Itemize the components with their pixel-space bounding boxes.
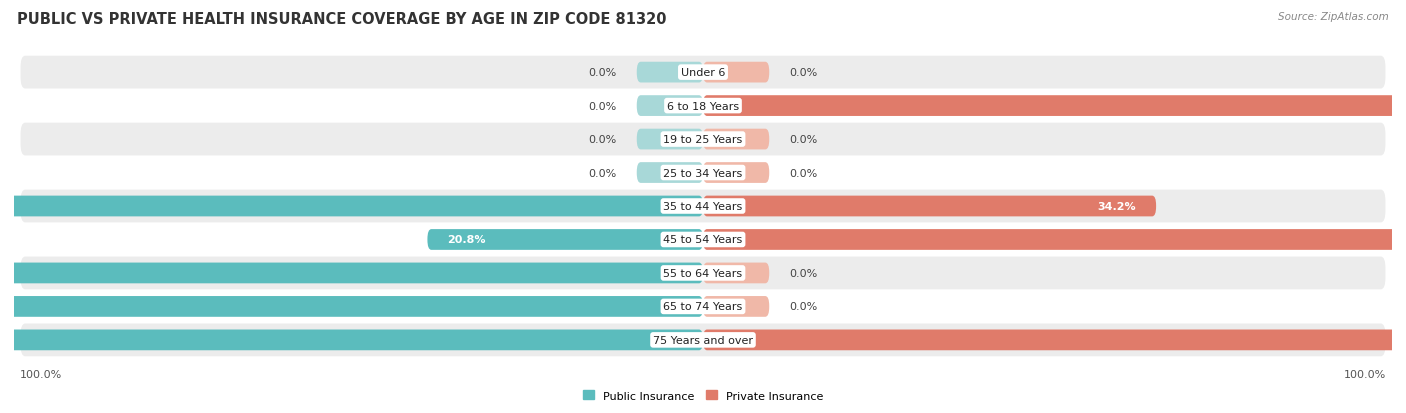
Text: 0.0%: 0.0% bbox=[789, 135, 817, 145]
FancyBboxPatch shape bbox=[637, 163, 703, 183]
FancyBboxPatch shape bbox=[21, 190, 1385, 223]
FancyBboxPatch shape bbox=[21, 90, 1385, 123]
FancyBboxPatch shape bbox=[21, 223, 1385, 256]
Text: 0.0%: 0.0% bbox=[789, 168, 817, 178]
Text: 0.0%: 0.0% bbox=[789, 68, 817, 78]
Text: 55 to 64 Years: 55 to 64 Years bbox=[664, 268, 742, 278]
FancyBboxPatch shape bbox=[637, 129, 703, 150]
Text: 25 to 34 Years: 25 to 34 Years bbox=[664, 168, 742, 178]
FancyBboxPatch shape bbox=[703, 129, 769, 150]
FancyBboxPatch shape bbox=[21, 324, 1385, 356]
FancyBboxPatch shape bbox=[0, 296, 703, 317]
Text: 0.0%: 0.0% bbox=[589, 135, 617, 145]
FancyBboxPatch shape bbox=[703, 96, 1406, 117]
FancyBboxPatch shape bbox=[21, 123, 1385, 156]
Text: 0.0%: 0.0% bbox=[789, 268, 817, 278]
FancyBboxPatch shape bbox=[21, 57, 1385, 89]
Legend: Public Insurance, Private Insurance: Public Insurance, Private Insurance bbox=[579, 386, 827, 405]
Text: Source: ZipAtlas.com: Source: ZipAtlas.com bbox=[1278, 12, 1389, 22]
Text: Under 6: Under 6 bbox=[681, 68, 725, 78]
FancyBboxPatch shape bbox=[21, 257, 1385, 290]
FancyBboxPatch shape bbox=[0, 196, 703, 217]
Text: 35 to 44 Years: 35 to 44 Years bbox=[664, 202, 742, 211]
Text: 20.8%: 20.8% bbox=[447, 235, 486, 245]
FancyBboxPatch shape bbox=[21, 157, 1385, 190]
Text: 45 to 54 Years: 45 to 54 Years bbox=[664, 235, 742, 245]
FancyBboxPatch shape bbox=[703, 296, 769, 317]
FancyBboxPatch shape bbox=[637, 63, 703, 83]
Text: 0.0%: 0.0% bbox=[589, 101, 617, 112]
FancyBboxPatch shape bbox=[703, 163, 769, 183]
Text: 6 to 18 Years: 6 to 18 Years bbox=[666, 101, 740, 112]
Text: 34.2%: 34.2% bbox=[1098, 202, 1136, 211]
Text: PUBLIC VS PRIVATE HEALTH INSURANCE COVERAGE BY AGE IN ZIP CODE 81320: PUBLIC VS PRIVATE HEALTH INSURANCE COVER… bbox=[17, 12, 666, 27]
Text: 19 to 25 Years: 19 to 25 Years bbox=[664, 135, 742, 145]
Text: 0.0%: 0.0% bbox=[589, 168, 617, 178]
FancyBboxPatch shape bbox=[703, 196, 1156, 217]
Text: 65 to 74 Years: 65 to 74 Years bbox=[664, 301, 742, 312]
FancyBboxPatch shape bbox=[0, 330, 703, 350]
FancyBboxPatch shape bbox=[703, 263, 769, 284]
FancyBboxPatch shape bbox=[0, 263, 703, 284]
Text: 0.0%: 0.0% bbox=[589, 68, 617, 78]
FancyBboxPatch shape bbox=[703, 330, 1406, 350]
FancyBboxPatch shape bbox=[637, 96, 703, 117]
Text: 0.0%: 0.0% bbox=[789, 301, 817, 312]
FancyBboxPatch shape bbox=[427, 230, 703, 250]
FancyBboxPatch shape bbox=[21, 290, 1385, 323]
Text: 75 Years and over: 75 Years and over bbox=[652, 335, 754, 345]
FancyBboxPatch shape bbox=[703, 63, 769, 83]
FancyBboxPatch shape bbox=[703, 230, 1406, 250]
